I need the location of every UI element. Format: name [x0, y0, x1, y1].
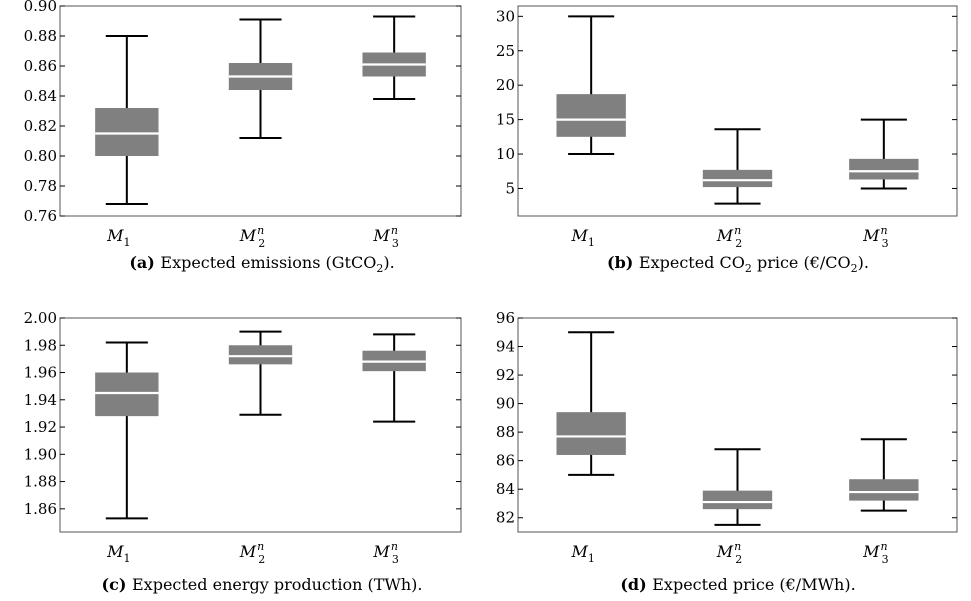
y-tick-label: 1.88 [24, 473, 57, 491]
category-label: M1 [570, 542, 594, 565]
y-tick-label: 10 [496, 145, 515, 163]
category-label: M1 [106, 542, 130, 565]
y-tick-label: 25 [496, 42, 515, 60]
y-tick-label: 1.92 [24, 418, 57, 436]
box-3 [849, 438, 919, 512]
iqr-box [849, 158, 919, 180]
y-tick-label: 1.86 [24, 500, 57, 518]
iqr-box [95, 372, 159, 417]
y-tick-label: 88 [496, 423, 515, 441]
y-tick-label: 0.86 [24, 57, 57, 75]
y-tick-label: 0.80 [24, 147, 57, 165]
box-3 [362, 333, 426, 423]
iqr-box [849, 479, 919, 501]
panel-b: 5 10 15 20 25 30 M1 Mn 2 Mn 3 (b) Expected CO2 pric… [496, 5, 958, 275]
y-tick-label: 90 [496, 395, 515, 413]
box-1 [95, 35, 159, 205]
y-tick-label: 0.90 [24, 0, 57, 15]
y-tick-label: 0.78 [24, 177, 57, 195]
category-label: Mn 3 [372, 224, 398, 250]
box-2 [702, 448, 773, 526]
plot-frame [517, 5, 958, 217]
category-label: M1 [106, 226, 130, 249]
y-tick-label: 0.76 [24, 207, 57, 225]
y-tick-label: 30 [496, 7, 515, 25]
y-tick-label: 2.00 [24, 309, 57, 327]
y-tick-label: 84 [496, 480, 515, 498]
y-tick-label: 0.82 [24, 117, 57, 135]
category-label: Mn 2 [716, 224, 742, 250]
y-tick-label: 1.96 [24, 364, 57, 382]
panel-caption: (c) Expected energy production (TWh). [102, 575, 423, 594]
category-label: Mn 3 [372, 540, 398, 566]
y-tick-label: 86 [496, 452, 515, 470]
y-tick-label: 20 [496, 76, 515, 94]
category-label: Mn 2 [239, 224, 265, 250]
iqr-box [556, 94, 626, 137]
iqr-box [702, 169, 773, 188]
panel-c: 1.86 1.88 1.90 1.92 1.94 1.96 1.98 2.00 M1 Mn 2 Mn 3… [24, 309, 462, 594]
box-2 [228, 330, 293, 416]
y-tick-label: 0.88 [24, 27, 57, 45]
y-tick-label: 96 [496, 309, 515, 327]
box-2 [228, 18, 293, 139]
y-tick-label: 92 [496, 366, 515, 384]
category-label: Mn 3 [862, 224, 888, 250]
panel-d: 82 84 86 88 90 92 94 96 M1 Mn 2 Mn 3 (d) Expected pri… [496, 309, 958, 594]
y-tick-label: 5 [505, 179, 515, 197]
y-tick-label: 1.98 [24, 336, 57, 354]
box-3 [849, 118, 919, 190]
y-tick-label: 82 [496, 509, 515, 527]
category-label: Mn 2 [716, 540, 742, 566]
y-tick-label: 1.90 [24, 445, 57, 463]
plot-frame [59, 317, 462, 533]
y-tick-label: 15 [496, 111, 515, 129]
iqr-box [228, 345, 293, 365]
box-1 [556, 331, 626, 476]
box-1 [95, 341, 159, 520]
y-tick-label: 94 [496, 338, 515, 356]
category-label: Mn 3 [862, 540, 888, 566]
y-tick-label: 0.84 [24, 87, 57, 105]
category-label: M1 [570, 226, 594, 249]
category-label: Mn 2 [239, 540, 265, 566]
iqr-box [556, 412, 626, 455]
panel-caption: (b) Expected CO2 price (€/CO2). [607, 253, 869, 275]
y-tick-label: 1.94 [24, 391, 57, 409]
box-2 [702, 128, 773, 205]
plot-frame [59, 5, 462, 217]
box-3 [362, 15, 426, 100]
iqr-box [702, 490, 773, 510]
panel-a: 0.76 0.78 0.80 0.82 0.84 0.86 0.88 0.90 M1 Mn 2 Mn 3… [24, 0, 462, 275]
iqr-box [95, 108, 159, 156]
panel-caption: (a) Expected emissions (GtCO2). [129, 253, 394, 275]
panel-caption: (d) Expected price (€/MWh). [620, 575, 855, 594]
plot-frame [517, 317, 958, 533]
box-1 [556, 15, 626, 156]
